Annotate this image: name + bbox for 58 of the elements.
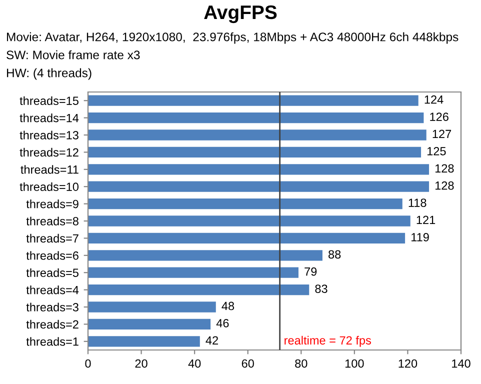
data-label: 88 — [328, 250, 341, 259]
y-tick-label: threads=7 — [26, 234, 78, 243]
bar — [88, 232, 406, 244]
text: HW: (4 threads) — [7, 68, 92, 80]
data-label: 125 — [427, 147, 446, 156]
bar — [88, 267, 298, 278]
y-tick-label: threads=15 — [20, 96, 78, 105]
y-tick-label: threads=12 — [20, 148, 78, 157]
data-label: 128 — [435, 164, 454, 173]
x-tick-label: 40 — [188, 359, 201, 368]
bar — [88, 95, 418, 106]
bar — [88, 250, 322, 261]
data-label: 128 — [435, 181, 454, 190]
bar — [88, 181, 430, 192]
y-tick-label: threads=5 — [26, 268, 78, 277]
y-tick-label: threads=1 — [26, 337, 78, 346]
x-tick-label: 0 — [85, 359, 91, 368]
chart-title: AvgFPS — [204, 5, 277, 24]
data-label: 127 — [432, 130, 452, 138]
bar — [88, 130, 426, 140]
y-tick-label: threads=9 — [26, 200, 78, 208]
data-label: 79 — [304, 267, 317, 276]
bar — [88, 146, 422, 158]
bar — [88, 284, 310, 296]
x-tick-label: 20 — [135, 359, 148, 368]
data-label: 126 — [430, 112, 448, 121]
bar — [88, 302, 216, 312]
data-label: 46 — [216, 319, 229, 328]
bar — [88, 318, 211, 330]
data-label: 48 — [222, 302, 234, 310]
y-tick-label: threads=6 — [26, 251, 78, 260]
data-label: 83 — [315, 284, 328, 293]
y-tick-label: threads=4 — [26, 286, 79, 294]
y-tick-label: threads=8 — [26, 216, 78, 226]
y-tick-label: threads=11 — [20, 165, 78, 174]
y-tick-label: threads=3 — [26, 302, 78, 312]
bar — [88, 216, 410, 226]
data-label: 119 — [412, 233, 429, 242]
bar — [88, 198, 402, 210]
data-label: 124 — [424, 95, 444, 104]
data-label: 118 — [408, 198, 426, 207]
y-tick-label: threads=13 — [20, 130, 78, 140]
data-label: 121 — [416, 216, 436, 224]
ref-line-label: realtime = 72 fps — [284, 336, 371, 347]
bar — [88, 336, 200, 347]
y-tick-label: threads=14 — [20, 114, 79, 122]
text: Movie: Avatar, H264, 1920x1080, 23.976fps, 18Mbps + AC3 48000Hz 6ch 448kbps — [7, 32, 458, 44]
y-tick-label: threads=10 — [20, 182, 79, 191]
x-tick-label: 100 — [345, 359, 364, 368]
y-tick-label: threads=2 — [26, 320, 78, 329]
bar — [88, 112, 424, 124]
x-tick-label: 140 — [452, 359, 470, 368]
x-tick-label: 60 — [242, 359, 254, 368]
data-label: 42 — [206, 336, 218, 344]
bar — [88, 164, 430, 175]
x-tick-label: 120 — [398, 359, 418, 368]
text: SW: Movie frame rate x3 — [6, 50, 140, 60]
x-tick-label: 80 — [295, 359, 308, 368]
